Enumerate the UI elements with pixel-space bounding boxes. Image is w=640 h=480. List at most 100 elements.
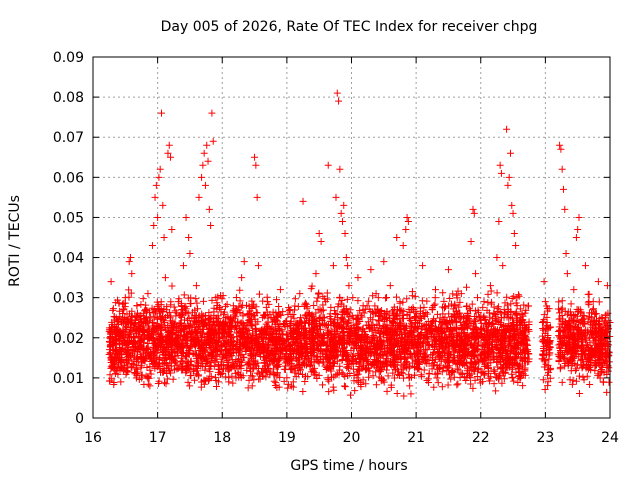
data-point bbox=[425, 379, 433, 387]
data-point bbox=[124, 318, 132, 326]
data-point bbox=[129, 360, 137, 368]
data-point bbox=[308, 282, 316, 290]
data-point bbox=[119, 306, 127, 314]
data-point bbox=[195, 322, 203, 330]
data-point bbox=[403, 213, 411, 221]
data-point bbox=[160, 234, 168, 241]
data-point bbox=[378, 374, 386, 382]
data-point bbox=[262, 303, 270, 311]
data-point bbox=[422, 345, 430, 353]
data-point bbox=[285, 307, 293, 315]
data-point bbox=[144, 380, 152, 388]
data-point bbox=[429, 362, 437, 370]
data-point bbox=[168, 225, 176, 233]
data-point bbox=[509, 373, 517, 381]
data-point bbox=[189, 320, 197, 328]
data-point bbox=[520, 301, 528, 309]
data-point bbox=[451, 302, 459, 310]
data-point bbox=[125, 258, 133, 266]
data-point bbox=[539, 352, 547, 360]
data-point bbox=[340, 201, 348, 209]
data-point bbox=[389, 317, 397, 325]
data-point bbox=[372, 381, 380, 389]
data-point bbox=[161, 319, 169, 327]
data-point bbox=[407, 340, 415, 348]
data-point bbox=[340, 382, 348, 390]
data-point bbox=[110, 381, 118, 389]
data-point bbox=[193, 327, 201, 335]
data-point bbox=[192, 351, 200, 359]
data-point bbox=[289, 328, 297, 336]
data-point bbox=[398, 314, 406, 322]
data-point bbox=[540, 357, 548, 365]
data-point bbox=[106, 371, 114, 379]
data-point bbox=[273, 296, 281, 304]
data-point bbox=[394, 330, 402, 338]
data-point bbox=[244, 384, 252, 392]
data-point bbox=[251, 325, 259, 333]
data-point bbox=[128, 270, 136, 278]
data-point bbox=[508, 336, 516, 344]
data-point bbox=[246, 307, 254, 315]
data-point bbox=[328, 339, 336, 347]
data-point bbox=[436, 314, 444, 322]
data-point bbox=[390, 374, 398, 382]
data-point bbox=[400, 392, 408, 400]
data-point bbox=[299, 197, 307, 205]
data-point bbox=[203, 141, 211, 149]
data-point bbox=[454, 380, 462, 388]
data-point bbox=[168, 282, 176, 290]
data-point bbox=[474, 306, 482, 314]
data-point bbox=[555, 341, 563, 349]
data-point bbox=[568, 380, 576, 388]
data-point bbox=[434, 379, 442, 387]
data-point bbox=[420, 366, 428, 374]
data-point bbox=[450, 373, 458, 381]
data-point bbox=[493, 289, 501, 297]
data-point bbox=[497, 309, 505, 317]
data-point bbox=[323, 289, 331, 297]
data-point bbox=[249, 349, 257, 357]
data-point bbox=[344, 262, 352, 270]
data-point bbox=[299, 388, 307, 396]
data-point bbox=[411, 292, 419, 300]
data-point bbox=[473, 373, 481, 381]
data-point bbox=[192, 282, 200, 290]
data-point bbox=[539, 376, 547, 384]
data-point bbox=[146, 382, 154, 390]
data-point bbox=[467, 380, 475, 388]
data-point bbox=[291, 295, 299, 303]
data-point bbox=[578, 335, 586, 343]
data-point bbox=[187, 300, 195, 308]
data-point bbox=[291, 369, 299, 377]
data-point bbox=[433, 374, 441, 382]
data-point bbox=[474, 294, 482, 302]
data-point bbox=[338, 217, 346, 225]
data-point bbox=[496, 161, 504, 169]
data-point bbox=[558, 297, 566, 305]
data-point bbox=[236, 286, 244, 294]
data-point bbox=[469, 205, 477, 213]
data-point bbox=[360, 309, 368, 317]
data-point bbox=[329, 383, 337, 391]
data-point bbox=[216, 334, 224, 342]
data-point bbox=[566, 376, 574, 384]
data-point bbox=[596, 315, 604, 323]
data-point bbox=[334, 340, 342, 348]
data-point bbox=[168, 330, 176, 338]
data-point bbox=[144, 290, 152, 298]
data-point bbox=[324, 374, 332, 382]
data-point bbox=[155, 173, 163, 181]
data-point bbox=[503, 293, 511, 301]
data-point bbox=[140, 317, 148, 325]
data-point bbox=[451, 313, 459, 321]
data-point bbox=[580, 376, 588, 384]
data-point bbox=[445, 302, 453, 310]
data-point bbox=[586, 381, 594, 389]
data-point bbox=[312, 309, 320, 317]
data-point bbox=[190, 376, 198, 384]
data-point bbox=[395, 367, 402, 375]
data-point bbox=[218, 295, 226, 303]
data-point bbox=[497, 365, 505, 373]
data-point bbox=[510, 377, 518, 385]
